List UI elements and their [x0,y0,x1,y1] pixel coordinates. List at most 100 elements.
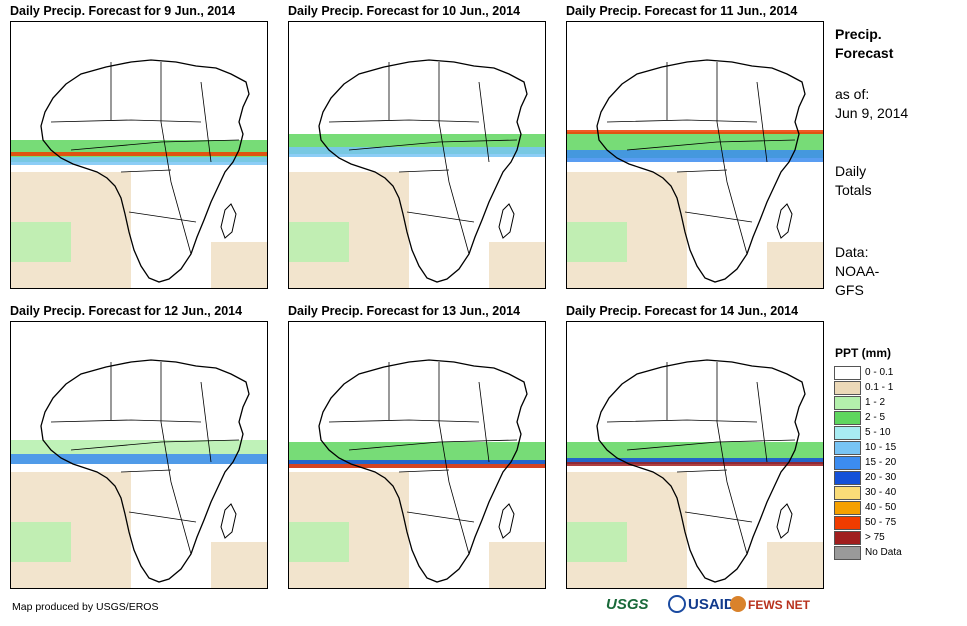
rain-band [11,140,267,162]
map-graphic [567,359,823,588]
panel-title: Daily Precip. Forecast for 14 Jun., 2014 [566,304,799,318]
legend-swatch [834,546,861,560]
ocean-rain-area [11,522,71,562]
legend-label: No Data [865,547,902,558]
legend-swatch [834,456,861,470]
country-border [160,421,192,555]
country-border [200,381,212,463]
legend-label: 10 - 15 [865,442,897,453]
country-border [128,211,197,223]
precip-map [288,321,546,589]
legend-swatch [834,531,861,545]
legend-label: 0.1 - 1 [865,382,894,393]
country-border [348,139,518,151]
map-graphic [11,59,267,288]
rain-band [567,462,823,466]
country-border [676,169,728,173]
map-credit: Map produced by USGS/EROS [12,601,159,613]
ocean-rain-area [567,222,627,262]
sidebar-heading-line1: Precip. [835,26,882,42]
country-border [200,81,212,163]
dry-ocean-area [767,542,823,588]
sidebar-heading-line2: Forecast [835,45,894,61]
rain-band [567,458,823,464]
precip-map [566,321,824,589]
ocean-rain-area [289,222,349,262]
country-border [478,81,490,163]
dry-ocean-area [489,242,545,288]
dry-ocean-area [489,542,545,588]
totals-line2: Totals [835,182,872,198]
legend-label: 0 - 0.1 [865,367,894,378]
legend-label: 50 - 75 [865,517,897,528]
madagascar-outline [776,503,793,539]
legend-title: PPT (mm) [835,346,892,360]
panel-title: Daily Precip. Forecast for 12 Jun., 2014 [10,304,243,318]
map-graphic [11,359,267,588]
panel-title: Daily Precip. Forecast for 13 Jun., 2014 [288,304,521,318]
ocean-rain-area [289,522,349,562]
country-border [348,439,518,451]
legend-label: 2 - 5 [865,412,886,423]
rain-band [11,454,267,464]
ocean-rain-area [567,522,627,562]
legend-label: 40 - 50 [865,502,897,513]
legend-swatch [834,441,861,455]
country-border [676,469,728,473]
country-border [606,119,758,123]
country-border [756,81,768,163]
country-border [50,419,202,423]
panel-title: Daily Precip. Forecast for 9 Jun., 2014 [10,4,236,18]
as-of-date: Jun 9, 2014 [835,105,909,121]
rain-band [11,157,267,165]
country-border [478,381,490,463]
partner-logos: USGS USAID FEWS NET [606,594,828,622]
country-border [438,421,470,555]
country-border [684,211,753,223]
country-border [406,211,475,223]
madagascar-outline [498,503,515,539]
legend-swatch [834,366,861,380]
dry-ocean-area [767,242,823,288]
legend-swatch [834,516,861,530]
panel-title: Daily Precip. Forecast for 10 Jun., 2014 [288,4,521,18]
country-border [328,119,480,123]
country-border [50,119,202,123]
country-border [70,139,240,151]
legend-swatch [834,486,861,500]
country-border [626,439,796,451]
legend-label: 1 - 2 [865,397,886,408]
legend-label: 20 - 30 [865,472,897,483]
map-graphic [289,359,545,588]
country-border [606,419,758,423]
legend-label: > 75 [865,532,885,543]
legend-swatch [834,501,861,515]
usaid-logo: USAID [688,596,735,613]
rain-band [567,150,823,162]
country-border [756,381,768,463]
country-border [684,511,753,523]
ocean-rain-area [11,222,71,262]
country-border [716,121,748,255]
country-border [406,511,475,523]
country-border [328,419,480,423]
legend-swatch [834,381,861,395]
country-border [70,439,240,451]
as-of-label: as of: [835,86,870,102]
country-border [716,421,748,555]
country-border [398,469,450,473]
country-border [398,169,450,173]
rain-band [289,442,545,464]
rain-band [11,152,267,156]
rain-band [289,147,545,157]
legend-label: 30 - 40 [865,487,897,498]
legend-label: 5 - 10 [865,427,891,438]
madagascar-outline [220,503,237,539]
map-graphic [567,59,823,288]
country-border [120,469,172,473]
precip-map [566,21,824,289]
data-source-line1: Data: [835,244,869,260]
country-border [128,511,197,523]
madagascar-outline [776,203,793,239]
legend-swatch [834,426,861,440]
